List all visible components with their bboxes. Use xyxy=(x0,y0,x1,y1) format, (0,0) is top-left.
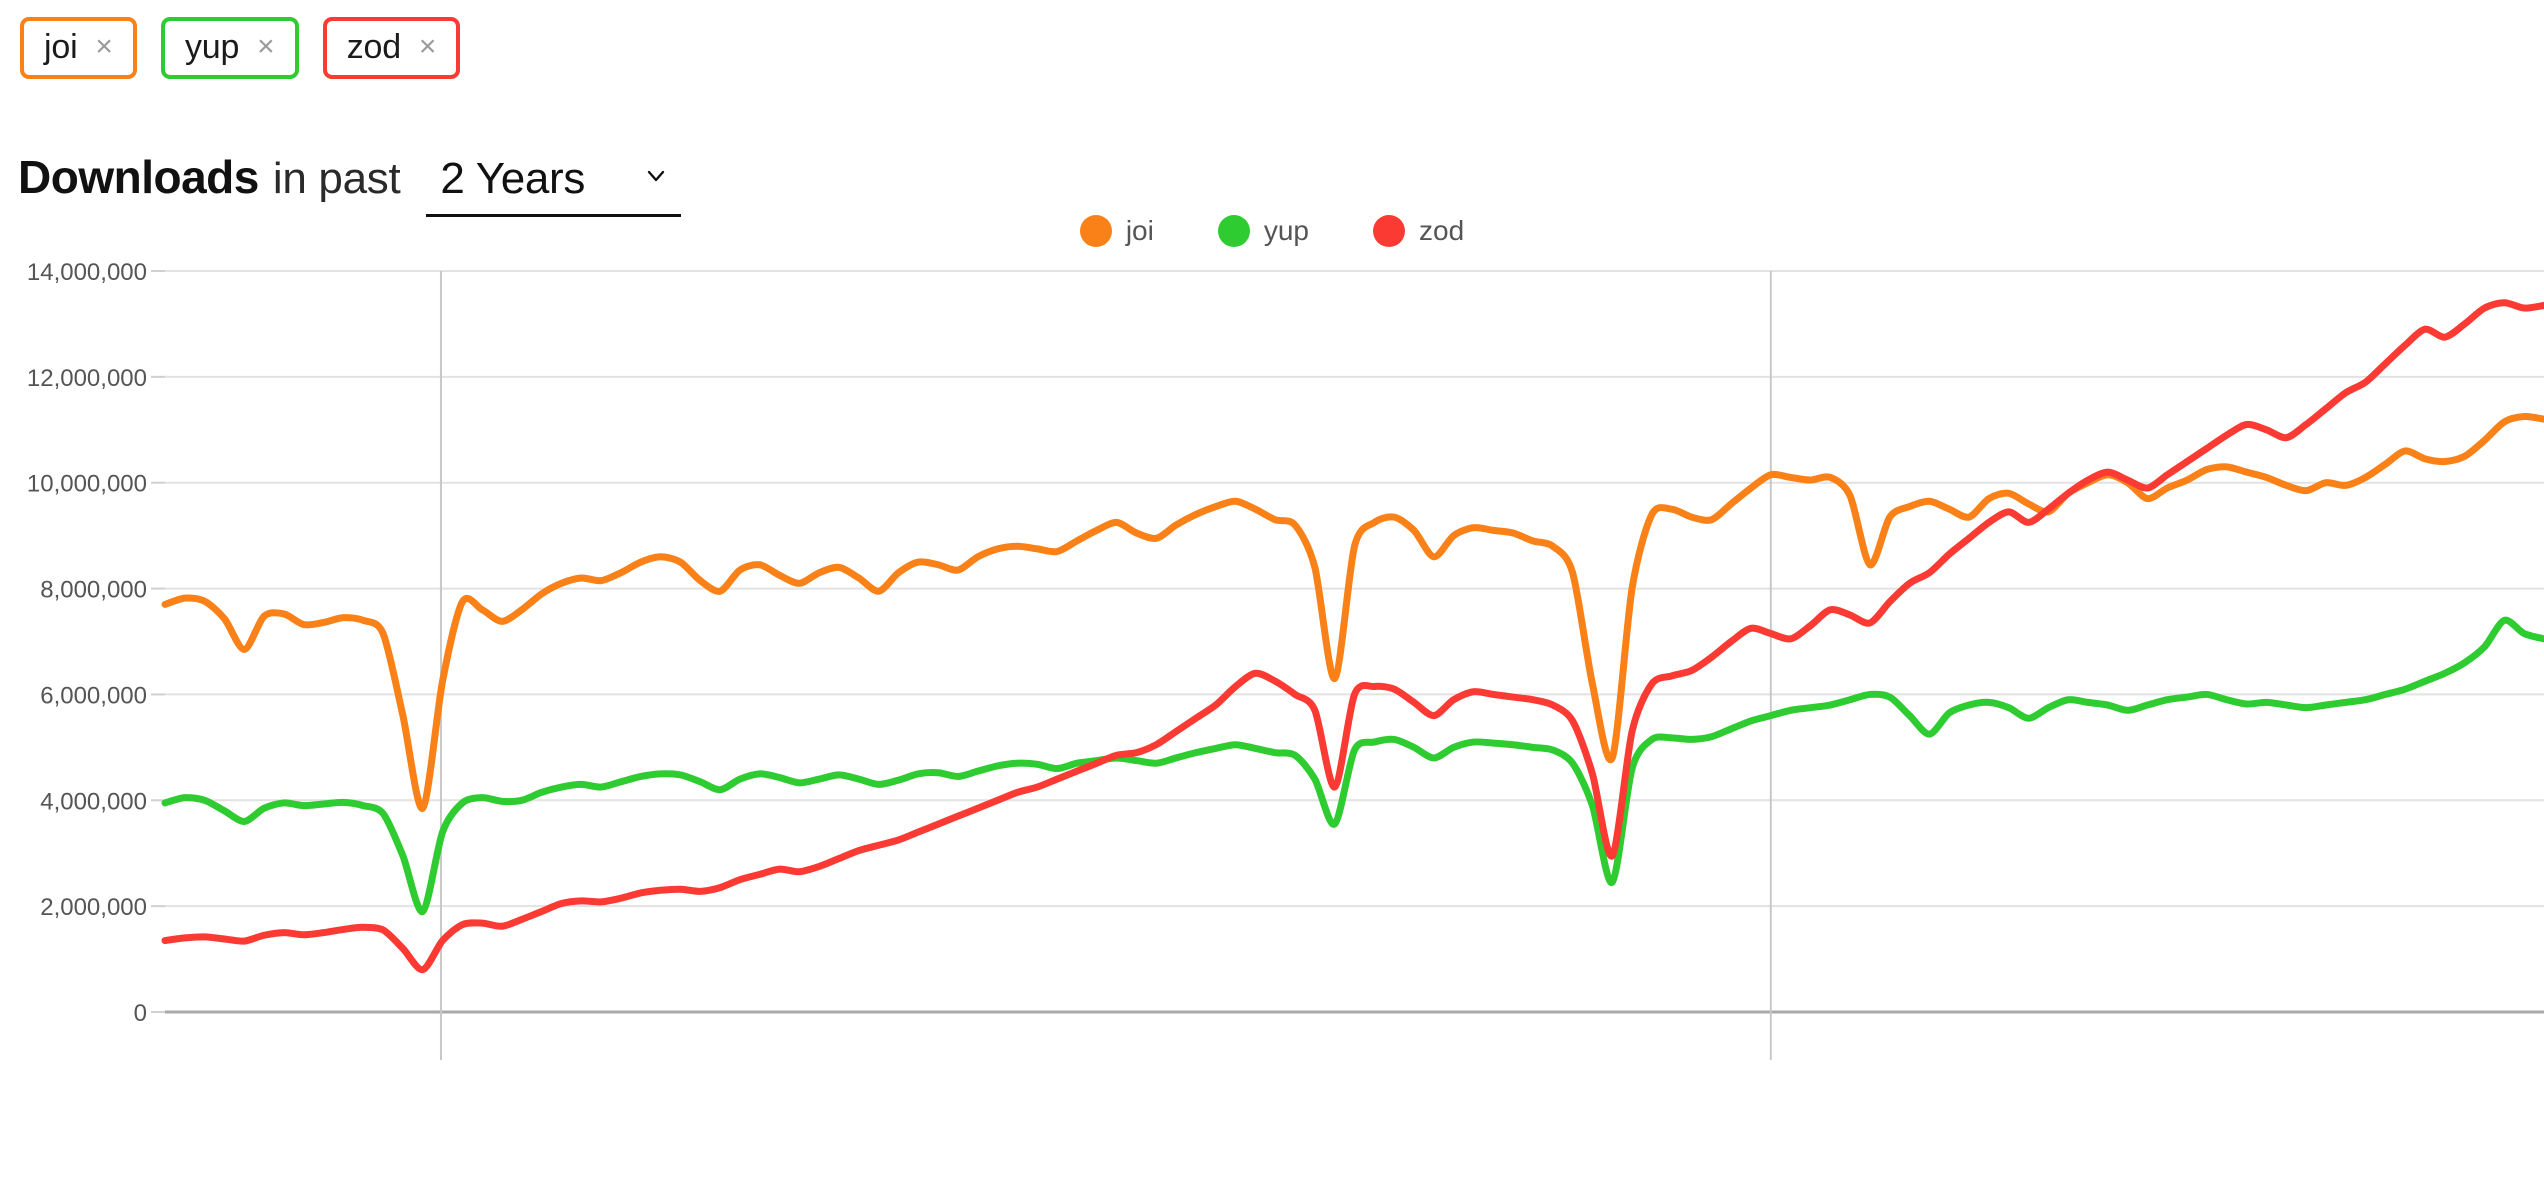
y-axis-tick-label: 8,000,000 xyxy=(40,577,147,604)
series-line-yup[interactable] xyxy=(161,616,2544,915)
page-title: Downloads xyxy=(18,151,259,203)
package-tag-label: yup xyxy=(184,27,240,66)
package-tag-joi[interactable]: joi × xyxy=(20,17,137,79)
close-icon[interactable]: × xyxy=(95,29,113,63)
y-axis-tick-label: 2,000,000 xyxy=(40,894,147,921)
package-tag-list: joi × yup × zod × xyxy=(0,0,2544,79)
y-axis-tick-label: 10,000,000 xyxy=(27,471,147,498)
chart-canvas[interactable]: 0 2,000,000 4,000,000 6,000,000 8,000,000 10,… xyxy=(0,260,2544,1060)
close-icon[interactable]: × xyxy=(418,29,437,63)
y-axis-tick-label: 0 xyxy=(134,1000,147,1027)
package-tag-zod[interactable]: zod × xyxy=(322,17,461,79)
y-axis-tick-label: 4,000,000 xyxy=(40,788,147,815)
package-tag-label: zod xyxy=(346,27,401,66)
legend-swatch-icon xyxy=(1079,215,1112,247)
heading-subtext: in past xyxy=(272,154,401,203)
y-axis-tick-label: 14,000,000 xyxy=(27,260,147,286)
series-line-joi[interactable] xyxy=(161,413,2544,812)
time-range-value: 2 Years xyxy=(440,154,586,203)
legend-swatch-icon xyxy=(1373,215,1405,247)
legend-swatch-icon xyxy=(1217,215,1250,247)
series-line-zod[interactable] xyxy=(161,299,2544,974)
legend-item-yup[interactable]: yup xyxy=(1217,215,1309,247)
legend-label: yup xyxy=(1263,215,1309,246)
time-range-select[interactable]: 2 Years xyxy=(426,154,682,217)
chevron-down-icon xyxy=(645,165,667,187)
chart-legend: joi yup zod xyxy=(0,206,2544,256)
close-icon[interactable]: × xyxy=(257,29,275,63)
y-axis-tick-label: 6,000,000 xyxy=(40,682,147,709)
package-tag-yup[interactable]: yup × xyxy=(160,17,299,79)
y-axis-tick-label: 12,000,000 xyxy=(27,365,147,392)
downloads-heading-row: Downloads in past 2 Years xyxy=(0,78,2544,217)
legend-label: zod xyxy=(1419,215,1465,246)
package-tag-label: joi xyxy=(44,27,78,66)
legend-item-joi[interactable]: joi xyxy=(1079,215,1154,247)
downloads-chart[interactable]: 0 2,000,000 4,000,000 6,000,000 8,000,000 10,… xyxy=(0,260,2544,1060)
legend-item-zod[interactable]: zod xyxy=(1373,215,1464,247)
legend-label: joi xyxy=(1125,215,1154,246)
